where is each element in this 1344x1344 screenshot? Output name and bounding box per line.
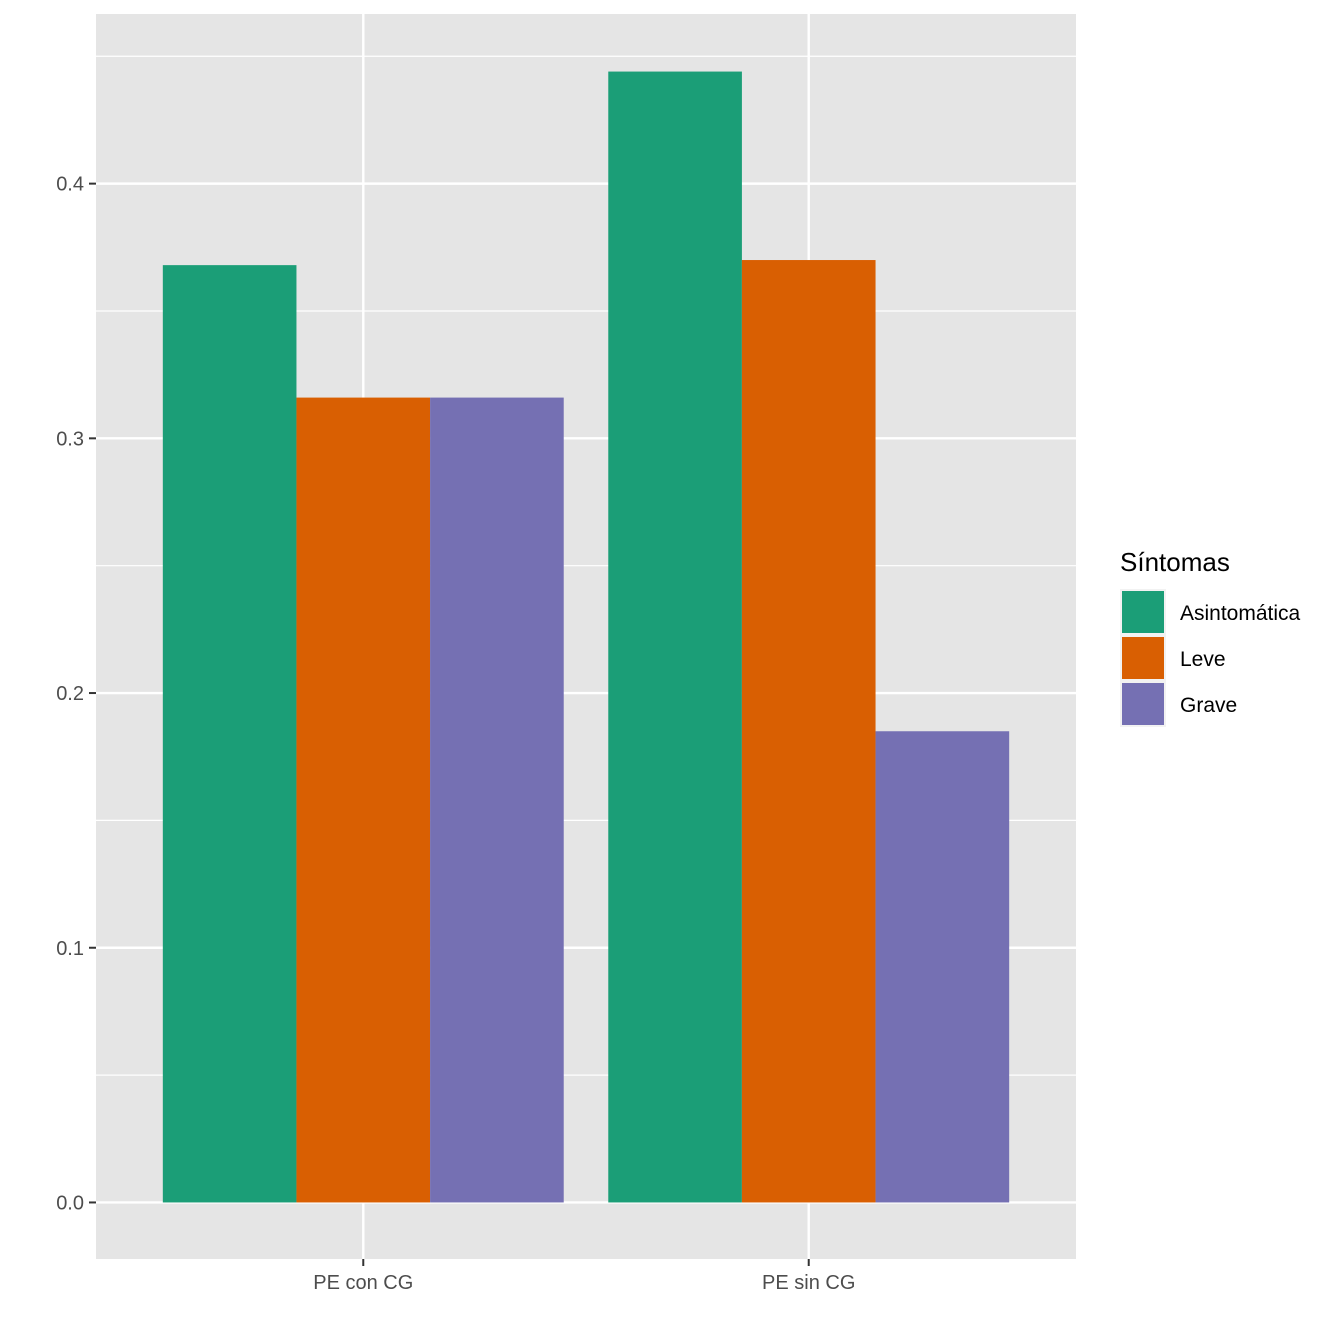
y-tick-label: 0.4 xyxy=(56,174,84,196)
y-tick-label: 0.2 xyxy=(56,683,84,705)
x-tick-label: PE con CG xyxy=(313,1272,413,1294)
legend-label: Asintomática xyxy=(1180,602,1301,625)
bar xyxy=(296,397,431,1203)
bar xyxy=(741,260,876,1203)
y-tick-label: 0.3 xyxy=(56,428,84,450)
x-axis: PE con CG PE sin CG xyxy=(313,1259,855,1294)
legend-label: Grave xyxy=(1180,694,1237,717)
legend-key-swatch xyxy=(1122,591,1164,633)
legend-label: Leve xyxy=(1180,648,1226,671)
legend-key-swatch xyxy=(1122,637,1164,679)
y-axis: 0.0 0.1 0.2 0.3 0.4 xyxy=(56,174,96,1214)
y-tick-label: 0.0 xyxy=(56,1192,84,1214)
bar xyxy=(430,397,564,1203)
bar xyxy=(162,265,297,1203)
y-tick-label: 0.1 xyxy=(56,938,84,960)
bar xyxy=(875,731,1010,1203)
legend-title: Síntomas xyxy=(1120,547,1230,577)
bar xyxy=(608,71,742,1203)
legend-key-swatch xyxy=(1122,683,1164,725)
legend: Síntomas Asintomática Leve Grave xyxy=(1120,547,1301,727)
bars xyxy=(162,71,1010,1203)
x-tick-label: PE sin CG xyxy=(762,1272,855,1294)
